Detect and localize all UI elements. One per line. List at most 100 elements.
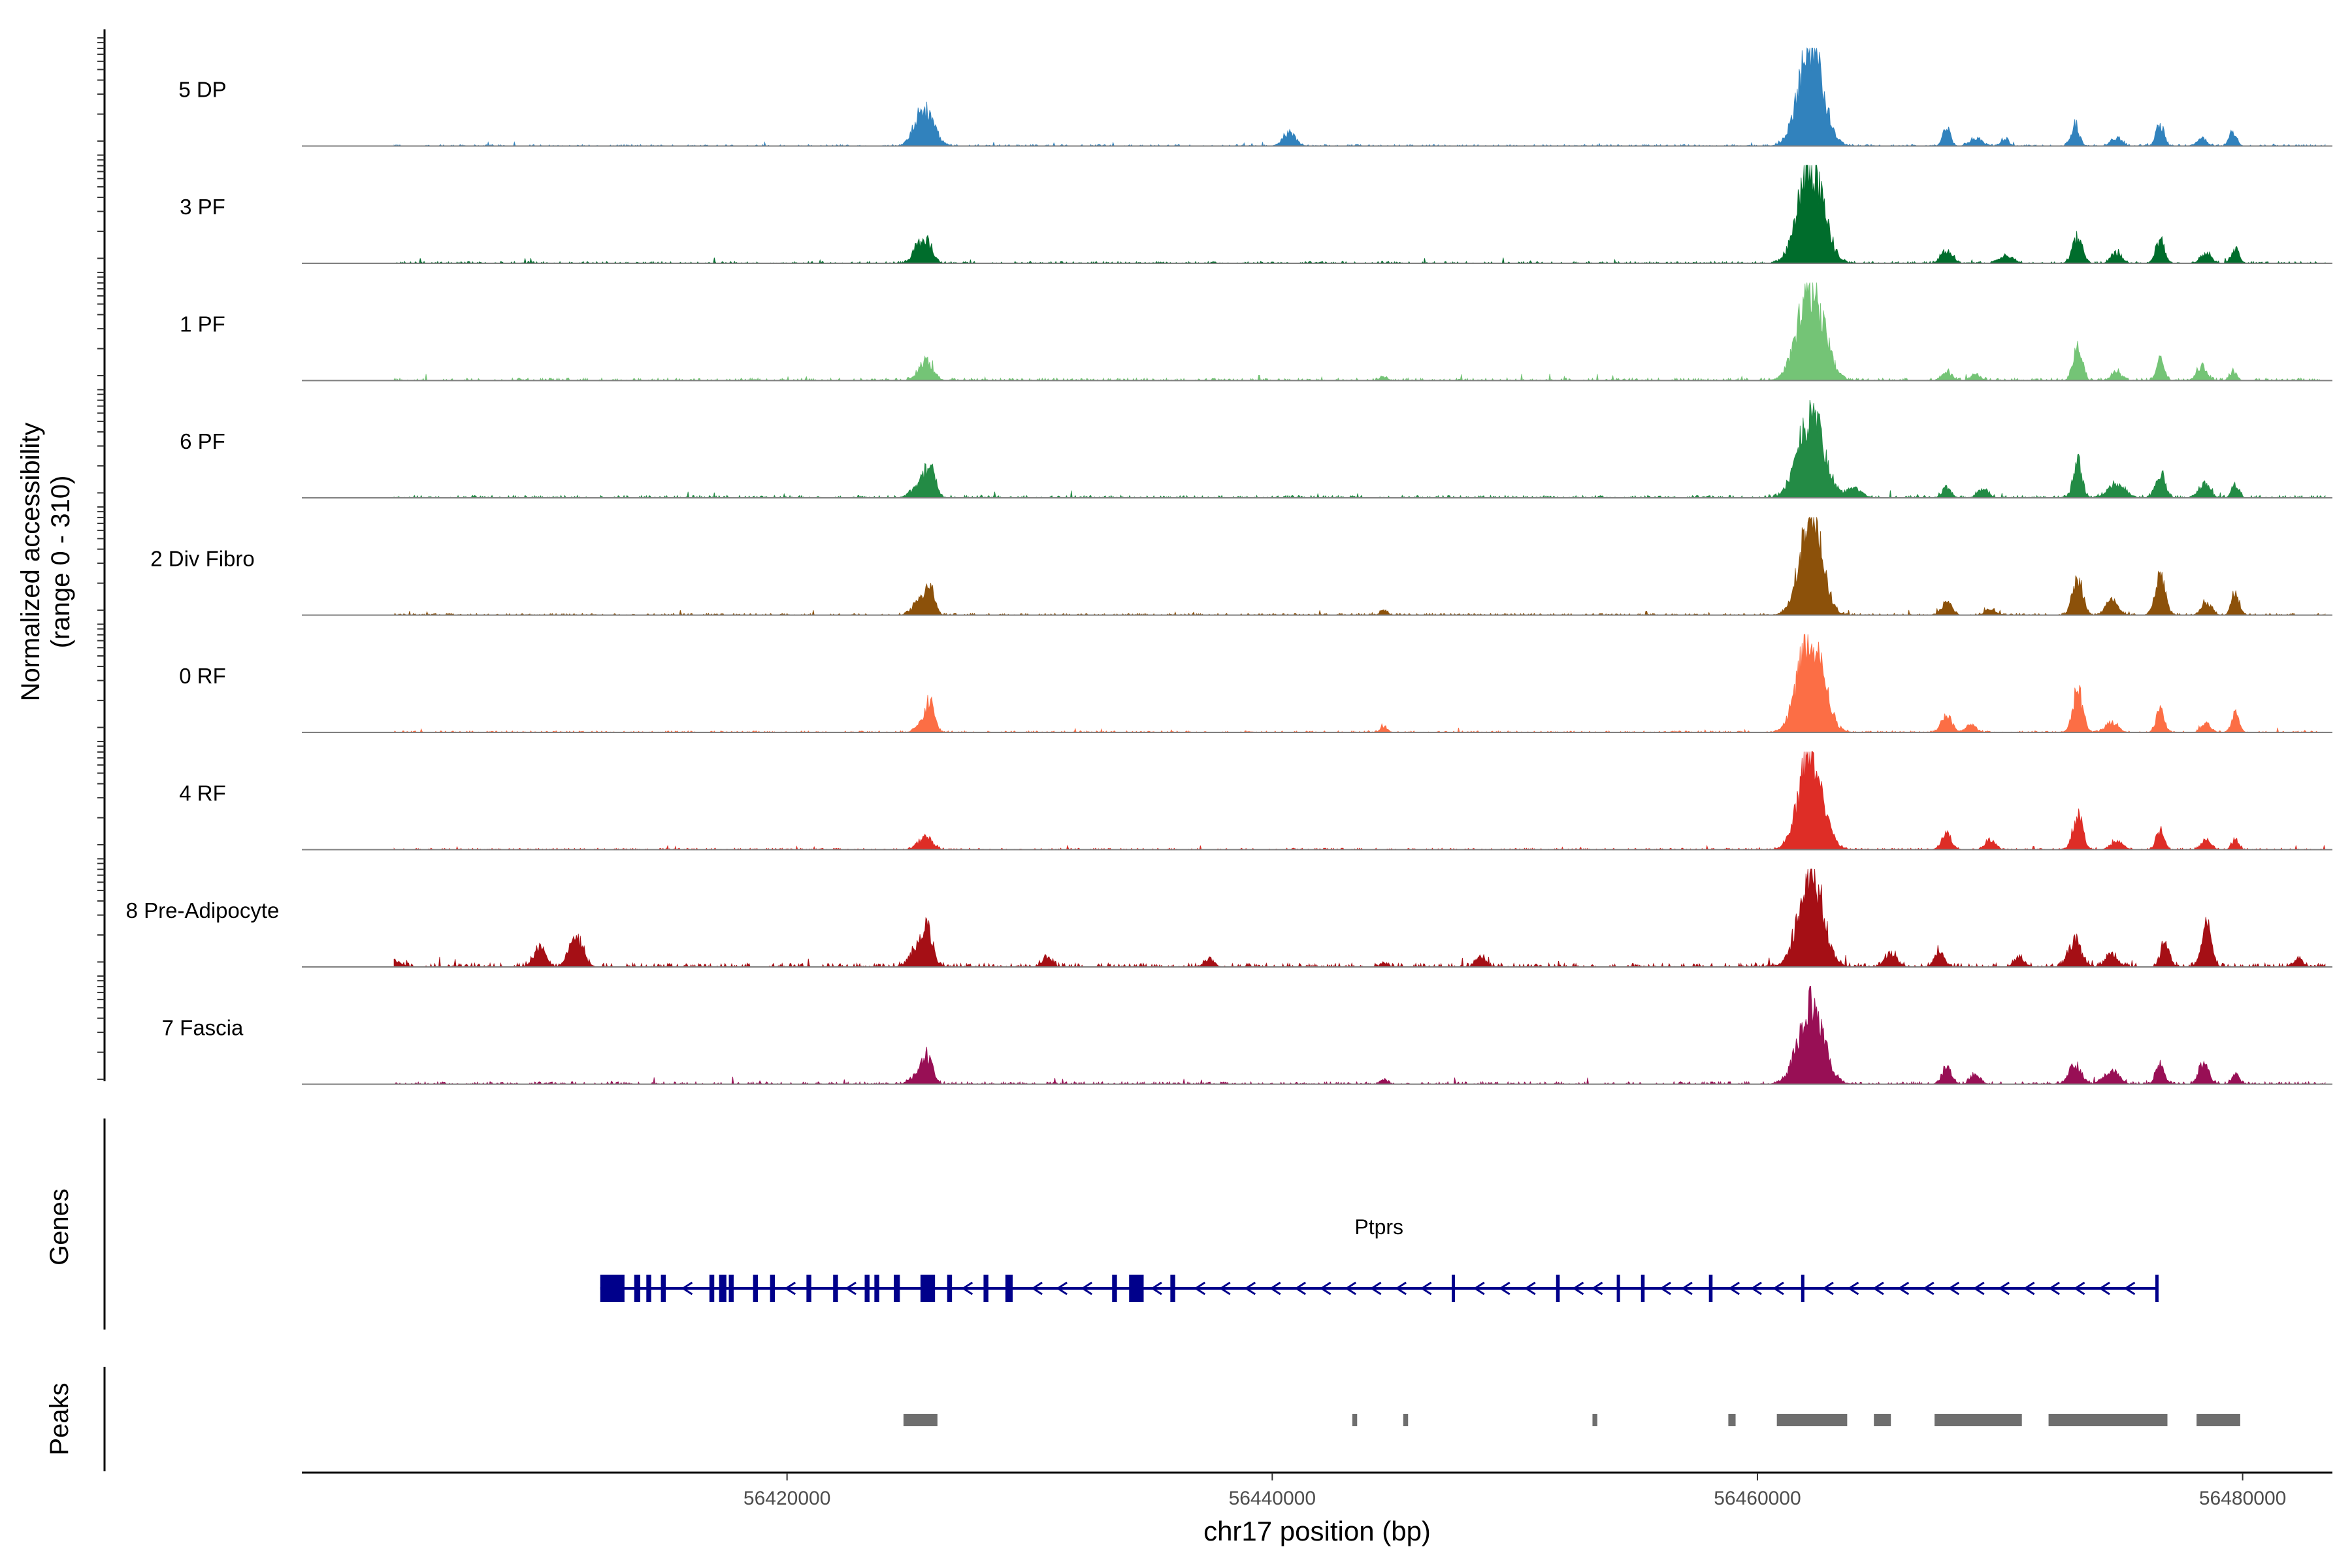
peak-region: [1403, 1414, 1409, 1426]
gene-strand-arrow: [1772, 1281, 1784, 1296]
track-label: 6 PF: [180, 429, 225, 453]
gene-strand-arrow: [2073, 1281, 2085, 1296]
gene-exon: [806, 1275, 811, 1302]
gene-strand-arrow: [1591, 1281, 1603, 1296]
y-axis-label-line2: (range 0 - 310): [46, 476, 75, 649]
gene-strand-arrow: [1872, 1281, 1884, 1296]
track-label: 3 PF: [180, 195, 225, 219]
peak-region: [1935, 1414, 2022, 1426]
gene-exon: [634, 1275, 640, 1302]
gene-strand-arrow: [2099, 1281, 2110, 1296]
gene-strand-arrow: [1998, 1281, 2010, 1296]
y-axis-label-line1: Normalized accessibility: [16, 423, 45, 702]
track-7: 8 Pre-Adipocyte: [126, 868, 2332, 968]
gene-strand-arrow: [1218, 1281, 1231, 1296]
gene-strand-arrow: [2123, 1281, 2136, 1296]
gene-strand-arrow: [845, 1281, 857, 1296]
x-tick-label: 56460000: [1714, 1488, 1801, 1509]
peak-region: [1728, 1414, 1736, 1426]
gene-strand-arrow: [1681, 1281, 1693, 1296]
track-label: 5 DP: [178, 78, 226, 102]
gene-exon: [874, 1275, 879, 1302]
y-axis-ticks: [97, 37, 105, 1080]
x-tick-label: 56420000: [743, 1488, 830, 1509]
gene-strand-arrow: [1499, 1281, 1511, 1296]
gene-exon: [947, 1275, 953, 1302]
gene-strand-arrow: [1369, 1281, 1382, 1296]
gene-exon: [1112, 1275, 1117, 1302]
genes-panel-label: Genes: [45, 1188, 74, 1266]
y-axis-label: Normalized accessibility (range 0 - 310): [16, 423, 75, 702]
gene-strand-arrow: [1524, 1281, 1536, 1296]
peak-region: [1352, 1414, 1358, 1426]
gene-strand-arrow: [2023, 1281, 2035, 1296]
track-8: 7 Fascia: [162, 986, 2332, 1085]
track-coverage-area: [393, 47, 2326, 147]
track-2: 1 PF: [180, 282, 2332, 382]
gene-exon: [1005, 1275, 1013, 1302]
gene-exon: [719, 1275, 727, 1302]
gene-strand-arrow: [1948, 1281, 1960, 1296]
gene-strand-arrow: [1728, 1281, 1740, 1296]
track-0: 5 DP: [178, 47, 2332, 147]
gene-strand-arrow: [1081, 1281, 1092, 1296]
gene-exon: [920, 1275, 936, 1302]
peaks-panel-label: Peaks: [45, 1382, 74, 1455]
gene-strand-arrow: [1972, 1281, 1985, 1296]
track-4: 2 Div Fibro: [150, 516, 2332, 616]
track-3: 6 PF: [180, 399, 2332, 499]
gene-strand-arrow: [1750, 1281, 1762, 1296]
track-label: 8 Pre-Adipocyte: [126, 898, 280, 923]
gene-strand-arrow: [1923, 1281, 1935, 1296]
gene-exon: [646, 1275, 651, 1302]
gene-strand-arrow: [1244, 1281, 1256, 1296]
gene-exon: [728, 1275, 734, 1302]
peak-region: [903, 1414, 938, 1426]
gene-strand-arrow: [1659, 1281, 1671, 1296]
gene-exon: [894, 1275, 900, 1302]
gene-exon: [1452, 1275, 1456, 1302]
peak-region: [1874, 1414, 1891, 1426]
gene-strand-arrow: [1822, 1281, 1834, 1296]
track-label: 4 RF: [179, 781, 226, 806]
peak-regions: [903, 1414, 2240, 1426]
peak-region: [2197, 1414, 2240, 1426]
gene-strand-arrow: [784, 1281, 796, 1296]
gene-strand-arrow: [1572, 1281, 1584, 1296]
peak-region: [1592, 1414, 1597, 1426]
peak-region: [2048, 1414, 2168, 1426]
gene-strand-arrow: [1847, 1281, 1859, 1296]
track-label: 2 Div Fibro: [150, 547, 255, 571]
track-coverage-area: [393, 751, 2326, 851]
gene-strand-arrow: [1151, 1281, 1162, 1296]
gene-strand-arrow: [1031, 1281, 1043, 1296]
track-6: 4 RF: [179, 751, 2332, 851]
gene-exon: [1556, 1275, 1560, 1302]
gene-strand-arrow: [1319, 1281, 1331, 1296]
track-coverage-area: [393, 634, 2325, 733]
gene-exon: [753, 1275, 759, 1302]
gene-exon: [1708, 1275, 1713, 1302]
x-tick-label: 56440000: [1229, 1488, 1316, 1509]
gene-strand-arrow: [1194, 1281, 1206, 1296]
track-1: 3 PF: [180, 165, 2332, 265]
gene-exon: [1801, 1275, 1805, 1302]
peak-region: [1776, 1414, 1848, 1426]
gene-strand-arrow: [1345, 1281, 1356, 1296]
track-label: 7 Fascia: [162, 1016, 244, 1040]
track-label: 1 PF: [180, 312, 225, 336]
gene-strand-arrow: [681, 1281, 693, 1296]
gene-strand-arrow: [1420, 1281, 1432, 1296]
gene-strand-arrow: [2048, 1281, 2060, 1296]
x-tick-label: 56480000: [2199, 1488, 2286, 1509]
gene-exon: [1641, 1275, 1645, 1302]
gene-exon: [600, 1275, 625, 1302]
track-coverage-area: [393, 516, 2326, 616]
gene-strand-arrow: [1056, 1281, 1068, 1296]
gene-exon: [1616, 1275, 1620, 1302]
gene-strand-arrow: [1294, 1281, 1307, 1296]
gene-strand-arrow: [961, 1281, 973, 1296]
track-coverage-area: [394, 165, 2326, 265]
gene-exon: [1129, 1275, 1144, 1302]
